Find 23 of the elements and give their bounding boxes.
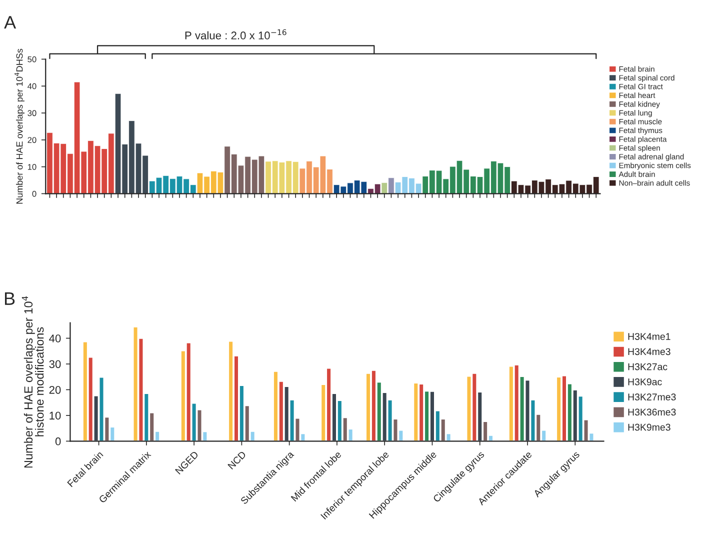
y-tick-label: 20 [28, 137, 36, 143]
y-tick-label: 30 [49, 360, 61, 368]
legend-label: H3K27ac [628, 363, 668, 370]
y-tick-label: 40 [49, 334, 61, 342]
legend-label: H3K9ac [628, 378, 662, 386]
y-tick-label: 0 [55, 437, 61, 446]
text: B [4, 292, 15, 305]
legend-label: H3K9me3 [628, 424, 670, 431]
legend-label: H3K4me1 [628, 333, 670, 340]
legend-label: H3K36me3 [628, 408, 676, 416]
y-tick-label: 0 [32, 190, 36, 197]
text: P value : 2.0 x 10$^{−16}$ [185, 29, 286, 40]
y-tick-label: 30 [28, 110, 36, 116]
y-tick-label: 10 [28, 164, 36, 170]
y-tick-label: 40 [28, 83, 36, 90]
legend-label: H3K27me3 [628, 394, 676, 400]
y-tick-label: 50 [28, 56, 36, 62]
text: A [4, 16, 16, 29]
y-axis-title: Number of HAE overlaps per 10$^{4}$DHSs [14, 48, 24, 204]
text: Number of HAE overlaps per 10$^{4}$ histone modifications [22, 296, 44, 468]
y-tick-label: 20 [49, 386, 61, 394]
legend-label: H3K4me3 [628, 348, 670, 356]
y-tick-label: 10 [50, 412, 61, 420]
